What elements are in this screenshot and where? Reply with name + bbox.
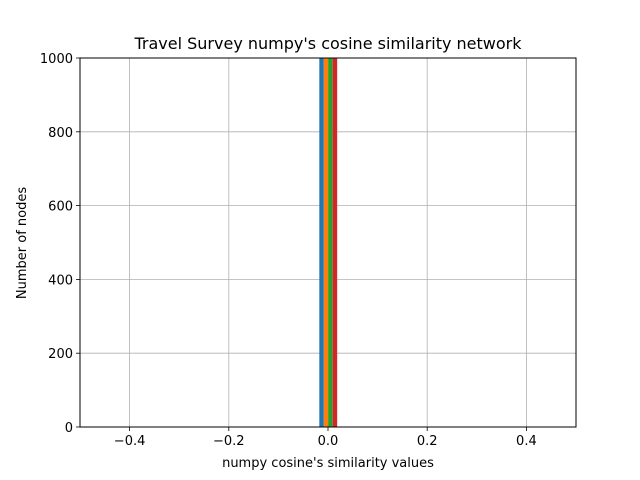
chart-title: Travel Survey numpy's cosine similarity … — [133, 34, 522, 53]
y-tick-label: 1000 — [40, 52, 73, 67]
y-tick-label: 0 — [65, 421, 73, 436]
histogram-bar — [319, 58, 324, 427]
histogram-bar — [323, 58, 329, 427]
x-tick-label: 0.4 — [516, 434, 537, 449]
histogram-bar — [328, 58, 333, 427]
y-axis-label: Number of nodes — [15, 187, 30, 299]
y-tick-label: 600 — [48, 200, 73, 215]
y-tick-label: 800 — [48, 126, 73, 141]
histogram-bar — [332, 58, 338, 427]
x-tick-label: 0.0 — [318, 434, 339, 449]
y-axis-ticks: 0 200 400 600 800 1000 — [40, 52, 80, 436]
bar-series — [319, 58, 338, 427]
y-tick-label: 200 — [48, 347, 73, 362]
x-tick-label: −0.2 — [213, 434, 245, 449]
x-axis-label: numpy cosine's similarity values — [222, 456, 434, 471]
y-tick-label: 400 — [48, 273, 73, 288]
x-axis-ticks: −0.4 −0.2 0.0 0.2 0.4 — [114, 427, 537, 449]
x-tick-label: 0.2 — [417, 434, 438, 449]
x-tick-label: −0.4 — [114, 434, 146, 449]
